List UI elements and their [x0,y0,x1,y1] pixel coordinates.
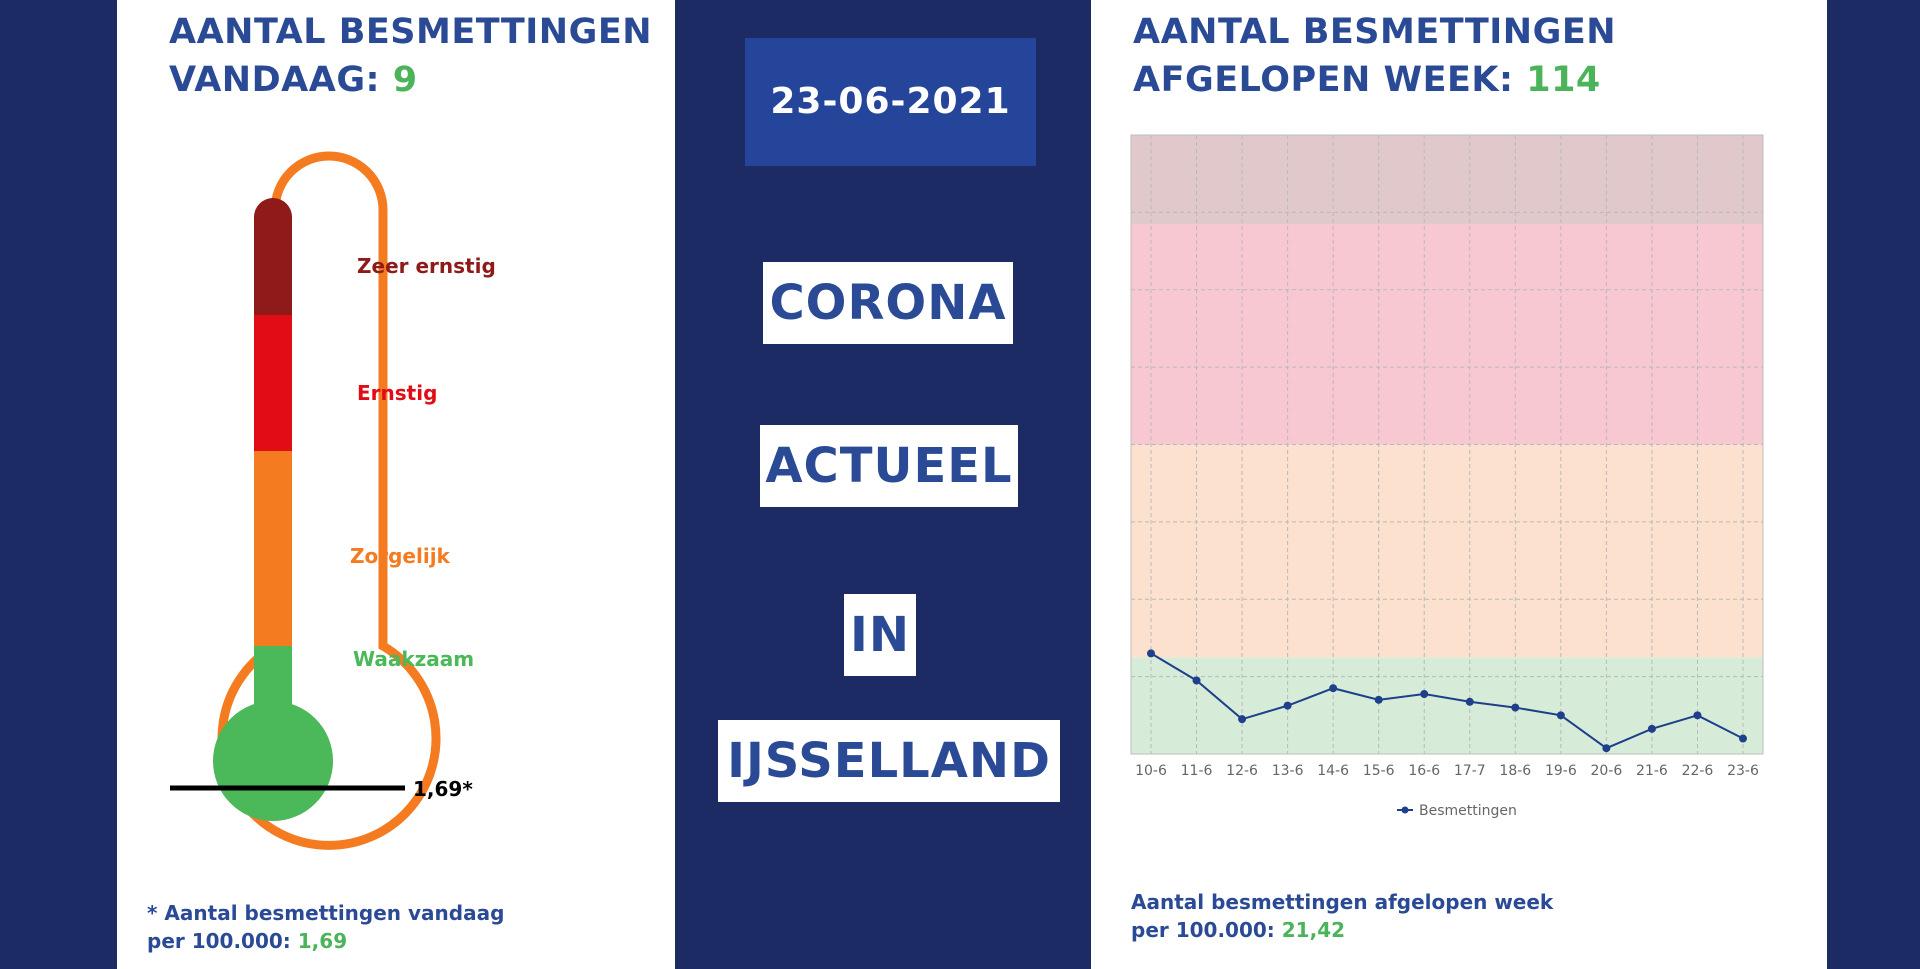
severity-band-1 [1131,444,1763,658]
title-word-in: IN [844,594,916,676]
today-count: 9 [392,60,418,100]
level-label-zeer-ernstig: Zeer ernstig [357,254,496,278]
data-point-20-6 [1602,744,1611,753]
data-point-17-7 [1465,697,1474,706]
level-bar-zeer-ernstig-fill [254,216,292,317]
x-tick-label: 17-7 [1454,763,1486,779]
week-per-100k-footnote: Aantal besmettingen afgelopen week per 1… [1131,888,1553,944]
thermometer-bulb [213,701,333,821]
level-label-ernstig: Ernstig [357,381,437,405]
data-point-13-6 [1283,701,1292,710]
level-bar-waakzaam [254,646,292,706]
today-heading-prefix: VANDAAG: [169,60,393,100]
legend-swatch-marker [1401,806,1409,814]
x-tick-label: 23-6 [1727,763,1759,779]
chart-series-layer [1147,649,1747,753]
today-heading-line1: AANTAL BESMETTINGEN [169,12,653,52]
level-bar-ernstig [254,315,292,453]
x-tick-label: 16-6 [1408,763,1440,779]
x-tick-label: 12-6 [1226,763,1258,779]
week-heading: AANTAL BESMETTINGEN AFGELOPEN WEEK: 114 [1133,8,1616,104]
plot-frame [1130,134,1764,755]
current-level-marker-label: 1,69* [413,777,473,801]
title-word-ijsselland: IJSSELLAND [718,720,1060,802]
series-line-0 [1150,652,1744,750]
data-point-22-6 [1693,711,1702,720]
week-footnote-line1: Aantal besmettingen afgelopen week [1131,890,1554,914]
data-point-10-6 [1147,649,1155,658]
data-point-23-6 [1739,734,1747,743]
data-point-16-6 [1420,690,1429,699]
severity-band-2 [1131,223,1763,445]
today-per-100k-footnote: * Aantal besmettingen vandaag per 100.00… [147,899,504,955]
legend-label: Besmettingen [1419,803,1517,819]
thermometer: 1,69* Zeer ernstig Ernstig Zorgelijk Waa… [170,151,496,850]
title-word-actueel: ACTUEEL [760,425,1018,507]
x-tick-label: 21-6 [1636,763,1668,779]
today-footnote-line1: * Aantal besmettingen vandaag [147,901,505,925]
today-per-100k-value: 1,69 [297,929,348,953]
x-tick-label: 11-6 [1181,763,1213,779]
data-point-15-6 [1374,695,1383,704]
severity-band-3 [1131,135,1763,224]
date-box: 23-06-2021 [745,38,1036,166]
week-footnote-prefix: per 100.000: [1131,918,1282,942]
level-label-waakzaam: Waakzaam [353,647,474,671]
week-heading-line1: AANTAL BESMETTINGEN [1133,12,1617,52]
level-label-zorgelijk: Zorgelijk [350,544,451,568]
chart-grid [1130,134,1764,755]
data-point-21-6 [1647,724,1656,733]
x-axis-tick-labels: 10-6 11-6 12-6 13-6 14-6 15-6 16-6 17-7 18-6 19-6… [1135,763,1759,779]
severity-band-0 [1131,657,1763,754]
x-tick-label: 15-6 [1363,763,1395,779]
data-point-18-6 [1511,703,1520,712]
today-heading: AANTAL BESMETTINGEN VANDAAG: 9 [169,8,652,104]
x-tick-label: 19-6 [1545,763,1577,779]
title-word-corona: CORONA [763,262,1013,344]
x-tick-label: 10-6 [1135,763,1167,779]
x-tick-label: 14-6 [1317,763,1349,779]
data-point-19-6 [1556,711,1565,720]
week-heading-prefix: AFGELOPEN WEEK: [1133,60,1527,100]
x-tick-label: 18-6 [1499,763,1531,779]
week-line-chart: 10-6 11-6 12-6 13-6 14-6 15-6 16-6 17-7 18-6 19-6… [1130,134,1764,819]
x-tick-label: 22-6 [1682,763,1714,779]
left-panel: AANTAL BESMETTINGEN VANDAAG: 9 1,69* Zee… [117,0,675,969]
data-point-14-6 [1329,684,1338,693]
data-point-11-6 [1192,676,1201,685]
severity-bands [1131,135,1763,754]
x-tick-label: 20-6 [1590,763,1622,779]
week-count: 114 [1526,60,1601,100]
chart-legend: Besmettingen [1397,803,1517,819]
week-per-100k-value: 21,42 [1281,918,1346,942]
today-footnote-prefix: per 100.000: [147,929,298,953]
level-bar-zorgelijk [254,451,292,648]
data-point-12-6 [1238,715,1247,724]
x-tick-label: 13-6 [1272,763,1304,779]
